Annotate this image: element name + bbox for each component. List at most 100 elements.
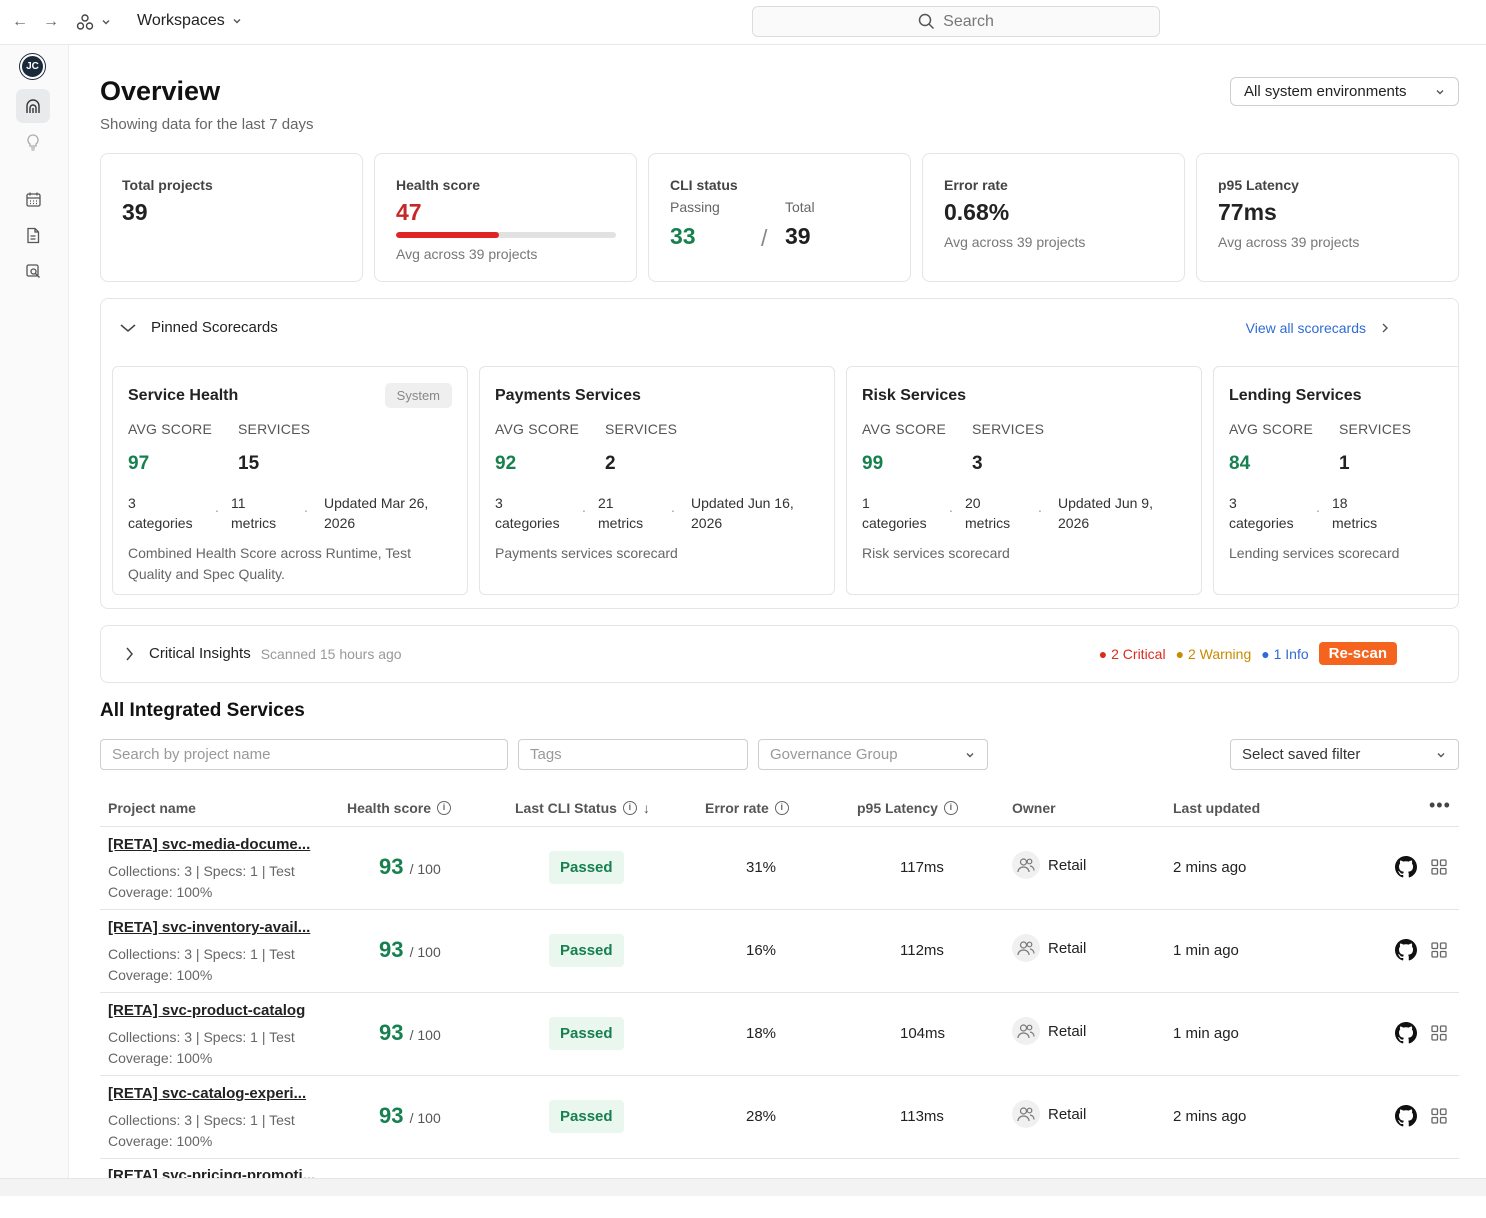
services-value: 15: [238, 453, 260, 474]
owner-cell: Retail: [1012, 1100, 1086, 1128]
environment-select-value: All system environments: [1244, 83, 1407, 100]
environment-select[interactable]: All system environments: [1230, 77, 1459, 106]
total-label: Total: [785, 199, 815, 215]
table-row[interactable]: [RETA] svc-inventory-avail... Collection…: [100, 910, 1459, 993]
github-icon[interactable]: [1395, 939, 1417, 964]
pinned-scorecards-panel: Pinned Scorecards View all scorecards Se…: [100, 298, 1459, 609]
workspaces-menu[interactable]: Workspaces: [137, 12, 243, 30]
project-link[interactable]: [RETA] svc-product-catalog: [108, 1002, 306, 1019]
project-link-partial[interactable]: [RETA] svc-pricing-promoti...: [108, 1167, 316, 1178]
saved-filter-value: Select saved filter: [1242, 746, 1361, 763]
governance-group-select[interactable]: Governance Group: [758, 739, 988, 770]
last-updated-value: 2 mins ago: [1173, 859, 1247, 876]
table-row[interactable]: [RETA] svc-product-catalog Collections: …: [100, 993, 1459, 1076]
search-placeholder: Search: [943, 12, 994, 30]
grid-icon[interactable]: [1430, 1107, 1448, 1128]
metrics-label: metrics: [598, 515, 644, 531]
chevron-down-icon: [1437, 752, 1445, 757]
column-health-score[interactable]: Health score i: [347, 800, 452, 816]
owner-cell: Retail: [1012, 1017, 1086, 1045]
project-link[interactable]: [RETA] svc-inventory-avail...: [108, 919, 311, 936]
rescan-button[interactable]: Re-scan: [1318, 642, 1397, 665]
metric-value: 39: [122, 199, 148, 225]
owner-name: Retail: [1048, 1022, 1087, 1040]
search-document-icon[interactable]: [16, 254, 50, 288]
sort-down-arrow-icon[interactable]: ↓: [642, 800, 650, 816]
column-label: Health score: [347, 800, 432, 816]
updated-date: Updated Jun 16, 2026: [691, 495, 794, 531]
lightbulb-icon[interactable]: [16, 125, 50, 159]
column-owner[interactable]: Owner: [1012, 800, 1056, 816]
chevron-down-icon: [966, 752, 974, 757]
error-rate-value: 28%: [746, 1108, 777, 1125]
home-dashboard-icon[interactable]: [16, 89, 50, 123]
view-all-scorecards-link[interactable]: View all scorecards: [1246, 320, 1390, 336]
back-arrow-icon[interactable]: ←: [12, 13, 28, 30]
owner-name: Retail: [1048, 1105, 1087, 1123]
warning-count: ● 2 Warning: [1175, 645, 1252, 662]
scorecard-description: Risk services scorecard: [862, 545, 1010, 561]
health-progress-bar: [396, 232, 616, 238]
table-row[interactable]: [RETA] svc-catalog-experi... Collections…: [100, 1076, 1459, 1159]
column-project-name[interactable]: Project name: [108, 800, 196, 816]
categories-count: 3: [495, 495, 503, 511]
pinned-scorecards-title: Pinned Scorecards: [151, 319, 278, 336]
avatar[interactable]: JC: [20, 54, 45, 79]
cli-separator: /: [761, 225, 768, 251]
scorecard-lending-services[interactable]: Lending Services AVG SCORE SERVICES 84 1 3…: [1213, 366, 1458, 595]
total-projects-card: Total projects 39: [100, 153, 363, 282]
forward-arrow-icon[interactable]: →: [43, 13, 59, 30]
scorecard-payments-services[interactable]: Payments Services AVG SCORE SERVICES 92 2 …: [479, 366, 835, 595]
saved-filter-select[interactable]: Select saved filter: [1230, 739, 1459, 770]
last-updated-value: 1 min ago: [1173, 1025, 1239, 1042]
more-options-icon[interactable]: •••: [1429, 795, 1451, 815]
scanned-time: Scanned 15 hours ago: [260, 645, 402, 662]
page-title: Overview: [100, 76, 221, 106]
dot-separator: ·: [948, 502, 954, 518]
metric-value: 47: [396, 199, 422, 225]
health-progress-fill: [396, 232, 500, 238]
avg-score-label: AVG SCORE: [862, 421, 947, 437]
pinned-scorecards-toggle[interactable]: Pinned Scorecards: [119, 319, 278, 336]
grid-icon[interactable]: [1430, 858, 1448, 879]
calendar-icon[interactable]: [16, 182, 50, 216]
github-icon[interactable]: [1395, 856, 1417, 881]
project-meta: Collections: 3 | Specs: 1 | Test Coverag…: [108, 863, 295, 900]
project-link[interactable]: [RETA] svc-catalog-experi...: [108, 1085, 307, 1102]
global-search-input[interactable]: Search: [752, 6, 1160, 37]
table-row[interactable]: [RETA] svc-media-docume... Collections: …: [100, 827, 1459, 910]
info-icon[interactable]: i: [774, 801, 789, 815]
column-p95-latency[interactable]: p95 Latency i: [857, 800, 958, 816]
github-icon[interactable]: [1395, 1022, 1417, 1047]
project-link[interactable]: [RETA] svc-media-docume...: [108, 836, 311, 853]
column-last-cli-status[interactable]: Last CLI Status i ↓: [515, 800, 650, 816]
tags-input[interactable]: Tags: [518, 739, 748, 770]
team-users-icon: [1012, 1100, 1040, 1128]
document-icon[interactable]: [16, 218, 50, 252]
critical-insights-toggle[interactable]: Critical Insights Scanned 15 hours ago: [123, 645, 402, 662]
metric-sub: Avg across 39 projects: [396, 246, 538, 262]
info-icon[interactable]: i: [437, 801, 452, 815]
github-icon[interactable]: [1395, 1105, 1417, 1130]
scorecard-risk-services[interactable]: Risk Services AVG SCORE SERVICES 99 3 1 cat…: [846, 366, 1202, 595]
status-badge: Passed: [549, 1017, 624, 1050]
info-count: ● 1 Info: [1261, 645, 1309, 662]
health-score-max: / 100: [409, 861, 441, 877]
grid-icon[interactable]: [1430, 941, 1448, 962]
column-last-updated[interactable]: Last updated: [1173, 800, 1260, 816]
metrics-count: 11: [231, 495, 246, 511]
grid-icon[interactable]: [1430, 1024, 1448, 1045]
project-search-input[interactable]: Search by project name: [100, 739, 508, 770]
services-section-title: All Integrated Services: [100, 700, 305, 721]
health-score-value: 93 / 100: [379, 1020, 441, 1046]
scorecard-description: Combined Health Score across Runtime, Te…: [128, 545, 411, 582]
info-icon[interactable]: i: [943, 801, 958, 815]
dot-separator: ·: [303, 502, 309, 518]
health-score-value: 93 / 100: [379, 937, 441, 963]
workspace-switcher[interactable]: [76, 11, 116, 33]
critical-count-label: 2 Critical: [1111, 645, 1166, 662]
categories-label: categories: [128, 515, 193, 531]
scorecard-service-health[interactable]: Service Health System AVG SCORE SERVICES …: [112, 366, 468, 595]
column-error-rate[interactable]: Error rate i: [705, 800, 789, 816]
info-icon[interactable]: i: [622, 801, 637, 815]
